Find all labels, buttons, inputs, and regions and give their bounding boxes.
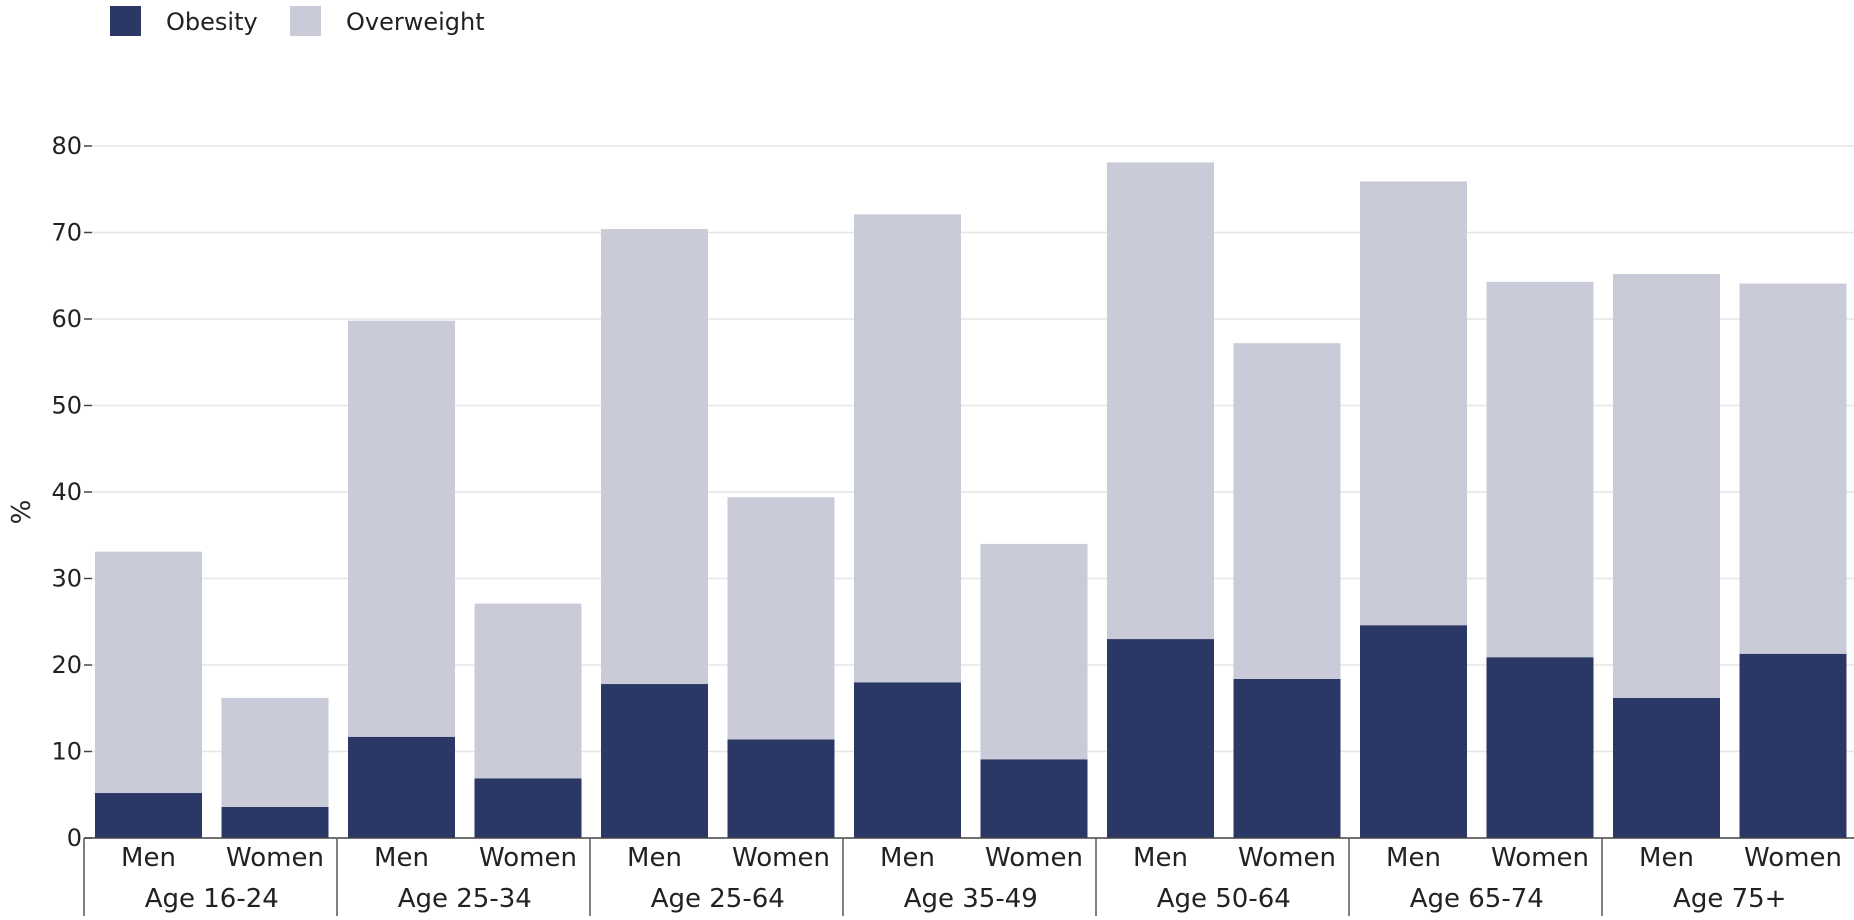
bar-overweight: [1486, 281, 1594, 658]
bar-obesity: [601, 684, 708, 838]
bar-obesity: [727, 739, 835, 838]
bar-overweight: [1107, 162, 1214, 640]
x-category-label: Women: [732, 843, 830, 873]
y-tick-label: 80: [51, 132, 82, 160]
x-group-label: Age 25-34: [398, 884, 532, 914]
bar-overweight: [221, 697, 329, 807]
x-category-label: Men: [1133, 843, 1188, 873]
y-tick-label: 10: [51, 738, 82, 766]
x-group-label: Age 65-74: [1410, 884, 1544, 914]
legend-swatch: [110, 6, 141, 36]
bar-overweight: [474, 603, 582, 779]
bar-obesity: [1233, 678, 1341, 838]
bar-obesity: [95, 793, 202, 838]
x-category-label: Men: [880, 843, 935, 873]
bar-overweight: [854, 214, 961, 683]
bar-overweight: [1233, 343, 1341, 679]
bar-overweight: [348, 320, 455, 737]
bar-obesity: [1107, 639, 1214, 838]
bar-obesity: [980, 759, 1088, 838]
bar-obesity: [474, 778, 582, 838]
bar-overweight: [980, 543, 1088, 760]
x-category-label: Men: [121, 843, 176, 873]
bar-obesity: [1360, 625, 1467, 838]
y-tick-label: 60: [51, 305, 82, 333]
x-category-label: Women: [985, 843, 1083, 873]
y-tick-label: 0: [67, 824, 82, 852]
bar-overweight: [601, 229, 708, 685]
x-group-label: Age 75+: [1673, 884, 1786, 914]
bar-overweight: [1613, 274, 1720, 698]
x-category-label: Women: [1238, 843, 1336, 873]
y-tick-label: 40: [51, 478, 82, 506]
y-tick-label: 50: [51, 392, 82, 420]
x-group-label: Age 50-64: [1157, 884, 1291, 914]
x-category-label: Women: [226, 843, 324, 873]
y-axis-title: %: [7, 500, 37, 525]
bar-obesity: [854, 682, 961, 838]
bar-overweight: [1360, 181, 1467, 626]
x-category-label: Men: [374, 843, 429, 873]
y-tick-label: 30: [51, 565, 82, 593]
bar-obesity: [1739, 653, 1847, 838]
legend-label: Obesity: [166, 8, 258, 36]
x-group-label: Age 35-49: [904, 884, 1038, 914]
legend-swatch: [290, 6, 321, 36]
x-group-label: Age 25-64: [651, 884, 785, 914]
bar-obesity: [1613, 697, 1720, 838]
x-category-label: Women: [479, 843, 577, 873]
bar-overweight: [1739, 283, 1847, 654]
bar-overweight: [95, 551, 202, 794]
bar-overweight: [727, 497, 835, 740]
bar-obesity: [348, 736, 455, 838]
x-category-label: Men: [627, 843, 682, 873]
y-tick-label: 70: [51, 219, 82, 247]
x-category-label: Men: [1639, 843, 1694, 873]
x-category-label: Women: [1744, 843, 1842, 873]
x-category-label: Women: [1491, 843, 1589, 873]
bar-obesity: [1486, 657, 1594, 838]
y-tick-label: 20: [51, 651, 82, 679]
x-group-label: Age 16-24: [145, 884, 279, 914]
bar-obesity: [221, 806, 329, 838]
x-category-label: Men: [1386, 843, 1441, 873]
legend-label: Overweight: [346, 8, 485, 36]
